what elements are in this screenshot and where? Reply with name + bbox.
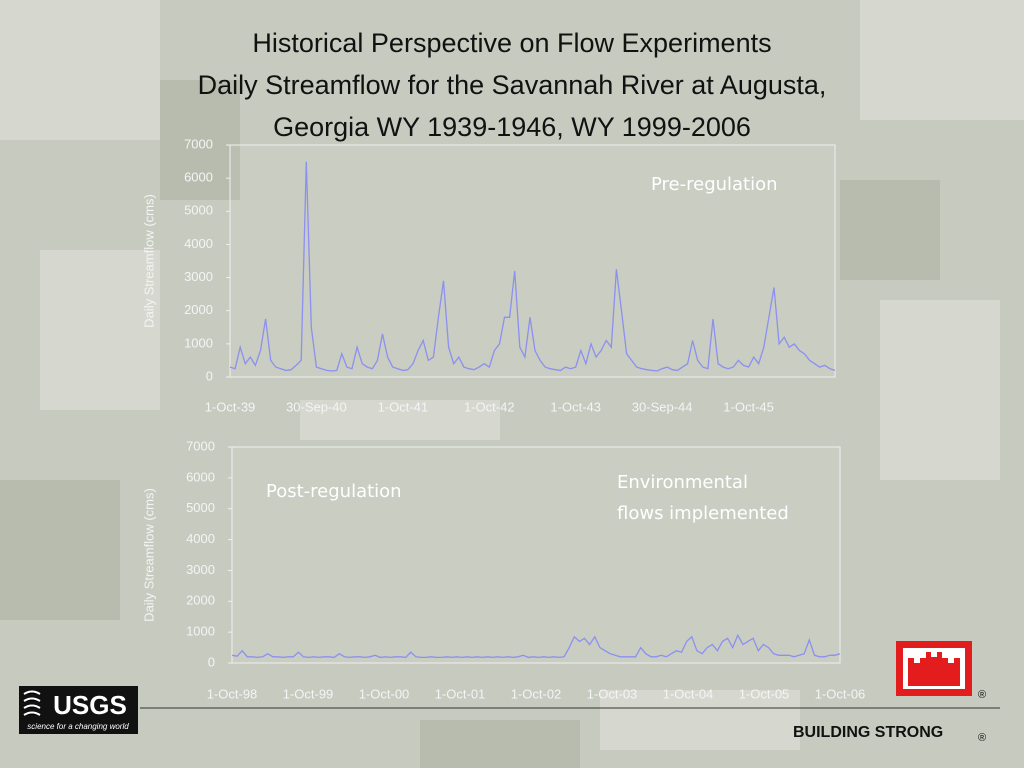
y-tick-label: 6000 (184, 170, 213, 185)
y-tick-label: 4000 (184, 236, 213, 251)
title-line: Georgia WY 1939-1946, WY 1999-2006 (273, 112, 751, 142)
x-tick-label: 1-Oct-02 (511, 686, 562, 701)
annotation: flows implemented (617, 503, 789, 524)
x-tick-label: 1-Oct-01 (435, 686, 486, 701)
chart-bottom: 0 1000 2000 3000 4000 5000 6000 7000 1-Oct-98 1-O… (141, 438, 865, 701)
y-tick-label: 5000 (186, 500, 215, 515)
reg-mark: ® (978, 732, 986, 744)
flow-line (229, 161, 836, 372)
plot-area (229, 144, 836, 378)
y-tick-label: 2000 (184, 302, 213, 317)
x-tick-label: 1-Oct-45 (723, 399, 774, 414)
chart-top: 0 1000 2000 3000 4000 5000 6000 7000 1-Oct-39 30-… (141, 136, 836, 414)
title-line: Daily Streamflow for the Savannah River … (198, 70, 827, 100)
y-tick-label: 1000 (186, 624, 215, 639)
x-tick-label: 1-Oct-99 (283, 686, 334, 701)
x-tick-label: 1-Oct-06 (815, 686, 866, 701)
annotation: Pre-regulation (651, 174, 778, 195)
x-tick-label: 1-Oct-43 (550, 399, 601, 414)
usgs-text: USGS (53, 690, 127, 720)
y-tick-label: 7000 (186, 438, 215, 453)
x-tick-label: 1-Oct-04 (663, 686, 714, 701)
y-tick-label: 6000 (186, 469, 215, 484)
y-tick-label: 0 (208, 654, 215, 669)
flow-line (231, 633, 841, 659)
x-tick-label: 30-Sep-44 (632, 399, 693, 414)
x-tick-label: 1-Oct-98 (207, 686, 258, 701)
plot-area (231, 446, 841, 664)
y-tick-label: 5000 (184, 203, 213, 218)
x-tick-label: 1-Oct-42 (464, 399, 515, 414)
title-line: Historical Perspective on Flow Experimen… (252, 28, 771, 58)
y-axis-label: Daily Streamflow (cms) (141, 194, 156, 328)
usgs-waves (23, 690, 41, 716)
y-tick-label: 2000 (186, 593, 215, 608)
reg-mark: ® (978, 689, 986, 701)
camo (0, 0, 1024, 750)
x-tick-label: 1-Oct-00 (359, 686, 410, 701)
y-tick-label: 1000 (184, 335, 213, 350)
castle (908, 652, 960, 686)
x-tick-label: 1-Oct-41 (378, 399, 429, 414)
y-tick-label: 7000 (184, 136, 213, 151)
y-tick-label: 4000 (186, 531, 215, 546)
y-tick-label: 3000 (186, 562, 215, 577)
y-axis-label: Daily Streamflow (cms) (141, 488, 156, 622)
x-tick-label: 1-Oct-05 (739, 686, 790, 701)
brand: BUILDING STRONG (793, 724, 943, 741)
x-tick-label: 1-Oct-39 (205, 399, 256, 414)
x-tick-label: 1-Oct-03 (587, 686, 638, 701)
annotation: Post-regulation (266, 481, 402, 502)
annotation: Environmental (617, 472, 748, 493)
camo (0, 80, 940, 768)
y-tick-label: 0 (206, 368, 213, 383)
y-tick-label: 3000 (184, 269, 213, 284)
usgs-tagline: science for a changing world (27, 722, 129, 731)
x-tick-label: 30-Sep-40 (286, 399, 347, 414)
